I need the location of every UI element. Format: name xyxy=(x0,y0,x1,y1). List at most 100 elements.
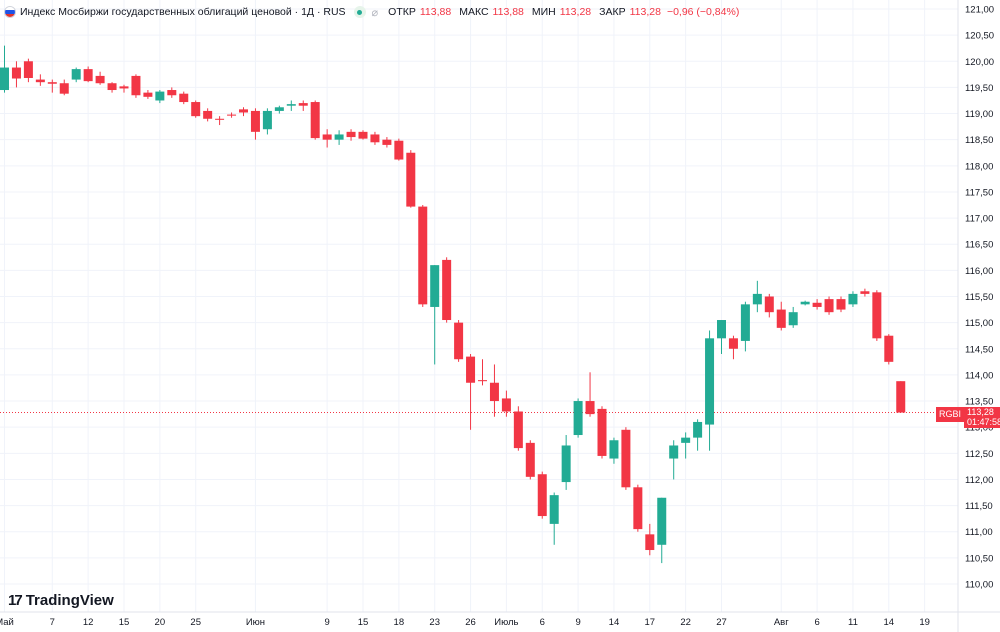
candle-body xyxy=(0,67,9,91)
candle xyxy=(358,130,368,140)
y-tick-label: 111,50 xyxy=(965,501,993,512)
candle-body xyxy=(740,304,750,341)
x-tick-label: 15 xyxy=(358,617,369,628)
candle-body xyxy=(597,408,607,456)
candle-body xyxy=(286,104,296,106)
candle xyxy=(525,440,535,480)
candle-body xyxy=(764,296,774,313)
candle-body xyxy=(561,445,571,483)
candle-body xyxy=(227,114,237,116)
candle-body xyxy=(501,398,511,412)
candle xyxy=(788,306,798,328)
high-label: МАКС xyxy=(459,6,489,18)
candle-body xyxy=(752,293,762,305)
candle-body xyxy=(179,93,189,103)
candle-body xyxy=(549,495,559,524)
y-tick-label: 114,00 xyxy=(965,370,993,381)
candle-body xyxy=(489,382,499,402)
change-value: −0,96 (−0,84%) xyxy=(666,6,740,18)
candle xyxy=(693,419,703,451)
x-tick-label: 17 xyxy=(645,617,656,628)
candle xyxy=(752,280,762,313)
x-tick-label: 7 xyxy=(50,617,55,628)
candle-body xyxy=(585,401,595,415)
candle xyxy=(454,320,464,362)
candle xyxy=(657,497,667,564)
candle xyxy=(764,293,774,318)
candle xyxy=(728,335,738,360)
candle xyxy=(800,300,810,306)
candle-body xyxy=(310,102,320,139)
symbol-title[interactable]: Индекс Мосбиржи государственных облигаци… xyxy=(20,6,346,18)
candle xyxy=(71,67,81,83)
x-tick-label: 14 xyxy=(609,617,620,628)
candle xyxy=(346,129,356,141)
candle-body xyxy=(812,302,822,307)
candle xyxy=(95,71,105,85)
candle xyxy=(47,79,57,93)
candle-body xyxy=(573,401,583,436)
price-axis[interactable]: 110,00 110,50 111,00 111,50 112,00 112,50 113,… xyxy=(957,0,994,632)
candle-body xyxy=(621,429,631,488)
candle-body xyxy=(693,421,703,438)
candle-body xyxy=(167,90,177,96)
candle xyxy=(286,100,296,111)
candle-body xyxy=(11,67,21,79)
y-tick-label: 111,00 xyxy=(965,527,993,538)
candle xyxy=(418,205,428,307)
candle-body xyxy=(513,411,523,449)
candle xyxy=(179,91,189,105)
x-tick-label: 9 xyxy=(325,617,330,628)
x-tick-label: 27 xyxy=(716,617,727,628)
candle-body xyxy=(776,309,786,328)
candle-body xyxy=(131,75,141,96)
candle-body xyxy=(71,69,81,80)
x-tick-label: 11 xyxy=(848,617,858,628)
close-label: ЗАКР xyxy=(599,6,626,18)
eye-slash-icon[interactable]: ⌀ xyxy=(371,6,379,19)
candle xyxy=(382,137,392,148)
candle xyxy=(430,265,440,365)
open-label: ОТКР xyxy=(388,6,416,18)
candle xyxy=(143,90,153,99)
market-status-icon[interactable] xyxy=(353,6,366,18)
tradingview-logo[interactable]: 17 TradingView xyxy=(8,590,114,610)
y-tick-label: 118,00 xyxy=(965,161,993,172)
tradingview-mark-icon: 17 xyxy=(8,591,23,609)
tradingview-logo-text: TradingView xyxy=(25,591,114,609)
x-tick-label: 6 xyxy=(540,617,545,628)
candle xyxy=(501,390,511,417)
candle-body xyxy=(406,152,416,207)
candle-body xyxy=(155,91,165,101)
candle-body xyxy=(274,107,284,111)
y-tick-label: 115,50 xyxy=(965,292,993,303)
y-tick-label: 110,50 xyxy=(965,553,993,564)
candle-body xyxy=(382,139,392,145)
candle xyxy=(119,84,129,93)
candle xyxy=(250,108,260,140)
candle-body xyxy=(681,437,691,443)
candle xyxy=(227,112,237,118)
russia-flag-icon xyxy=(4,6,16,18)
candle-body xyxy=(728,338,738,349)
y-tick-label: 112,50 xyxy=(965,449,993,460)
candle-body xyxy=(59,83,69,94)
y-tick-label: 110,00 xyxy=(965,580,993,591)
candle xyxy=(848,291,858,307)
chart-legend: Индекс Мосбиржи государственных облигаци… xyxy=(4,4,739,20)
time-axis[interactable]: Май 7 12 15 20 25 Июн 9 15 18 23 26 Июль 6 9 14 17 22 27 Ав… xyxy=(0,611,1000,628)
candle-body xyxy=(633,487,643,530)
candle-body xyxy=(884,335,894,362)
x-tick-label: 25 xyxy=(190,617,201,628)
candle-body xyxy=(788,312,798,326)
candle xyxy=(896,381,906,413)
candle xyxy=(585,372,595,417)
candle-body xyxy=(466,356,476,383)
price-countdown-box: 113,28 01:47:58 xyxy=(964,406,1000,428)
candle xyxy=(406,150,416,208)
candle-body xyxy=(35,79,45,83)
candle xyxy=(23,58,33,83)
candle-body xyxy=(657,497,667,545)
y-tick-label: 119,00 xyxy=(965,109,993,120)
